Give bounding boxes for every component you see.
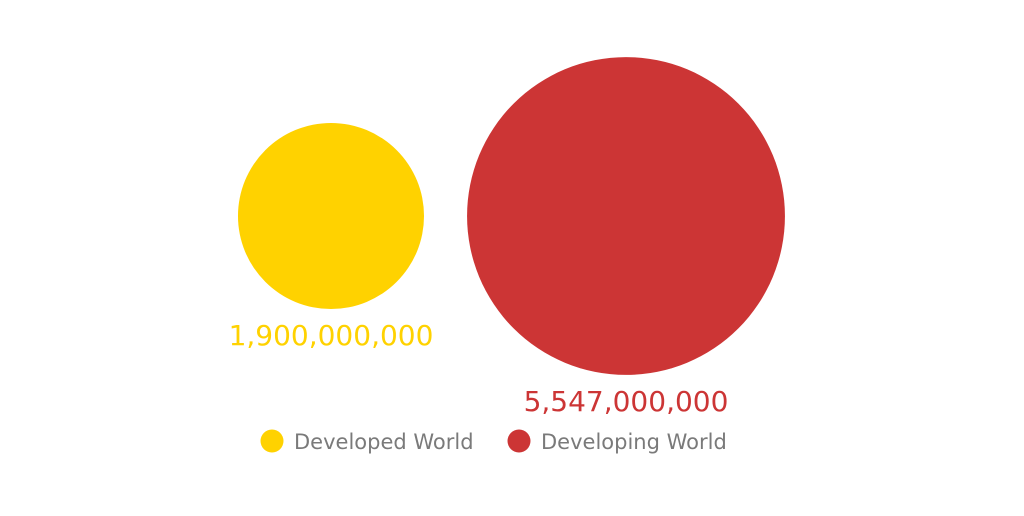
legend-marker: [260, 429, 284, 453]
legend-marker: [507, 429, 531, 453]
data-label: 5,547,000,000: [524, 385, 729, 418]
bubble-developing-world: [467, 57, 785, 375]
bubble-developed-world: [237, 122, 425, 310]
data-label: 1,900,000,000: [229, 319, 434, 352]
legend: Developed World Developing World: [260, 429, 727, 454]
legend-label: Developed World: [294, 430, 474, 454]
legend-label: Developing World: [541, 430, 727, 454]
